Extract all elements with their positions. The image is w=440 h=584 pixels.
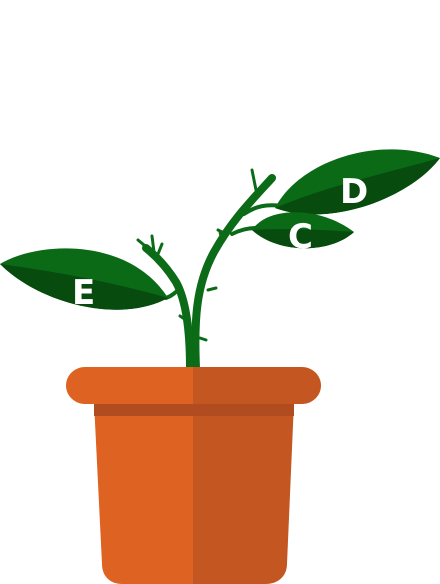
thorn: [150, 234, 156, 254]
leaf-d-shade: [275, 158, 440, 215]
leaf-c-label: C: [288, 217, 313, 257]
pot-rim-left: [66, 367, 193, 404]
leaf-d: D: [275, 149, 440, 215]
thorn: [136, 238, 152, 252]
main-stem-right: [191, 174, 276, 372]
thorn: [218, 230, 224, 242]
pot-body-left: [94, 402, 193, 584]
leaf-c: C: [252, 212, 354, 257]
thorn: [178, 314, 188, 322]
leaf-c-shade: [252, 229, 354, 249]
pot-rim-right: [193, 367, 321, 404]
pot-body-right: [193, 402, 294, 584]
leaf-e: E: [0, 248, 168, 313]
main-stem-left: [142, 244, 194, 372]
leaf-e-label: E: [72, 273, 95, 313]
leaf-e-shade: [0, 264, 168, 310]
pot-rim-shadow-band: [94, 402, 294, 416]
stems: [136, 168, 284, 372]
leaf-d-label: D: [340, 172, 368, 212]
thorn: [260, 178, 272, 190]
flower-pot: [66, 367, 321, 584]
thorn: [198, 336, 208, 342]
thorn: [156, 242, 164, 256]
thorn: [206, 286, 218, 292]
thorn: [250, 168, 258, 192]
leaf-c-petiole: [230, 226, 258, 236]
